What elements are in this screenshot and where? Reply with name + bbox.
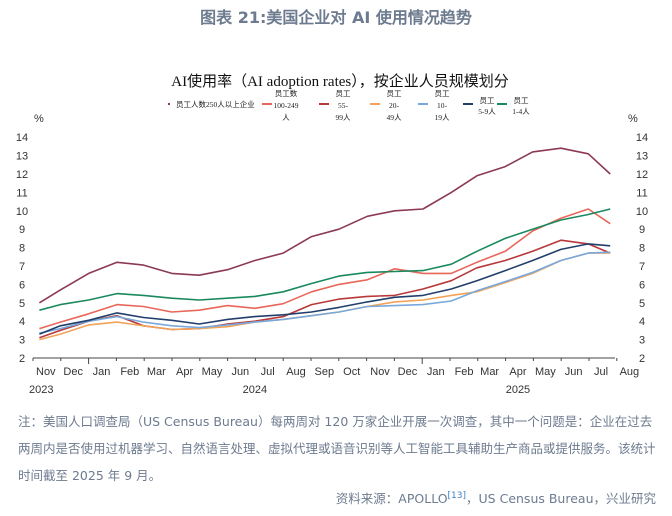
y-tick-label-right: 6 (639, 279, 645, 291)
x-tick-label: Mar (480, 366, 499, 378)
y-tick-label-right: 3 (639, 335, 645, 347)
chart-title: AI使用率（AI adoption rates），按企业人员规模划分 (171, 72, 508, 90)
y-tick-label-right: 11 (636, 187, 647, 199)
y-tick-label-right: 4 (639, 316, 645, 328)
x-tick-label: Sep (315, 366, 335, 378)
y-tick-label-right: 10 (636, 206, 648, 218)
source-ref-link[interactable]: [13] (447, 490, 467, 501)
legend-label: 20- (389, 101, 400, 110)
x-tick-label: Jan (93, 366, 111, 378)
legend-label: 员工 (480, 96, 495, 105)
source-suffix: ，US Census Bureau，兴业研究 (466, 491, 656, 506)
legend-label: 员工 (435, 89, 450, 98)
y-tick-label-left: 12 (16, 169, 28, 181)
y-tick-label-right: 2 (639, 353, 645, 365)
y-tick-label-left: 11 (16, 187, 27, 199)
x-tick-label: Feb (120, 366, 139, 378)
x-tick-label: Nov (370, 366, 390, 378)
y-tick-label-left: 5 (19, 298, 25, 310)
y-tick-label-right: 13 (636, 151, 648, 163)
series-line (39, 243, 611, 335)
x-tick-label: Dec (63, 366, 83, 378)
y-tick-label-right: 12 (636, 169, 648, 181)
x-tick-label: Apr (176, 366, 193, 378)
legend-label: 5-9人 (478, 107, 496, 116)
series-lines (38, 147, 611, 341)
series-line (39, 252, 611, 341)
series-line (39, 208, 611, 330)
x-tick-label: Aug (286, 366, 306, 378)
x-tick-label: Nov (36, 366, 56, 378)
y-tick-label-right: 7 (639, 261, 645, 273)
series-line (39, 208, 611, 311)
y-tick-label-left: 2 (19, 353, 25, 365)
legend-label: 员工人数250人以上企业 (176, 99, 255, 109)
y-tick-label-right: 14 (636, 132, 648, 144)
x-tick-label: May (535, 366, 556, 378)
year-label: 2024 (243, 384, 267, 396)
legend: 员工人数250人以上企业 员工数 100-249 人 员工 55- 99人 员工 20- 49人 员… (168, 88, 530, 122)
legend-label: 1-4人 (512, 107, 530, 116)
x-tick-label: May (202, 366, 223, 378)
y-unit-right: % (628, 113, 638, 125)
legend-label: 员工数 (275, 88, 298, 98)
axes: 2 2 3 3 4 4 5 5 6 6 7 7 8 8 9 9 10 10 11 11 12 12 13 13 14 14 Nov D… (16, 132, 648, 396)
source-prefix: 资料来源：APOLLO (335, 491, 448, 506)
legend-label: 55- (338, 101, 349, 110)
line-chart: AI使用率（AI adoption rates），按企业人员规模划分 员工人数2… (16, 72, 648, 396)
x-tick-label: Jul (261, 366, 275, 378)
x-tick-label: Jun (231, 366, 249, 378)
y-tick-label-left: 9 (19, 224, 25, 236)
y-tick-label-left: 14 (16, 132, 28, 144)
y-tick-label-right: 8 (639, 243, 645, 255)
y-tick-label-left: 6 (19, 279, 25, 291)
y-tick-label-right: 5 (639, 298, 645, 310)
series-line (38, 147, 611, 304)
x-tick-label: Apr (509, 366, 526, 378)
footnote: 注：美国人口调查局（US Census Bureau）每两周对 120 万家企业… (18, 414, 656, 483)
x-tick-label: Aug (620, 366, 640, 378)
x-tick-label: Oct (343, 366, 360, 378)
y-unit-left: % (34, 113, 44, 125)
legend-label: 10- (437, 101, 448, 110)
series-line (39, 251, 611, 334)
x-tick-label: Mar (147, 366, 166, 378)
series-line (39, 239, 611, 339)
legend-label: 100-249 (274, 101, 299, 110)
year-label: 2023 (29, 384, 53, 396)
y-tick-label-left: 3 (19, 335, 25, 347)
legend-label: 19人 (435, 113, 451, 122)
x-tick-label: Feb (455, 366, 474, 378)
y-tick-label-left: 7 (19, 261, 25, 273)
x-tick-label: Jul (594, 366, 608, 378)
y-tick-label-left: 10 (16, 206, 28, 218)
figure-title: 图表 21:美国企业对 AI 使用情况趋势 (200, 8, 472, 27)
legend-label: 员工 (387, 89, 402, 98)
y-tick-label-left: 8 (19, 243, 25, 255)
year-label: 2025 (506, 384, 530, 396)
y-tick-label-left: 4 (19, 316, 25, 328)
x-tick-label: Jun (565, 366, 583, 378)
y-tick-label-right: 9 (639, 224, 645, 236)
legend-label: 员工 (336, 89, 351, 98)
legend-label: 99人 (336, 113, 352, 122)
legend-label: 员工 (514, 96, 529, 105)
x-tick-label: Dec (398, 366, 418, 378)
x-tick-label: Jan (427, 366, 445, 378)
y-tick-label-left: 13 (16, 151, 28, 163)
legend-label: 49人 (387, 113, 403, 122)
legend-label: 人 (282, 113, 290, 122)
source-line: 资料来源：APOLLO[13]，US Census Bureau，兴业研究 (336, 488, 656, 507)
